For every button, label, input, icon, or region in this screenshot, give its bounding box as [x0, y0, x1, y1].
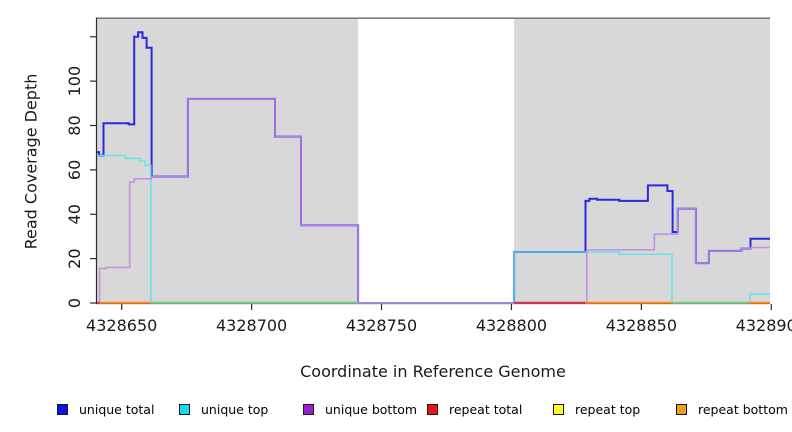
- legend-label: unique top: [201, 401, 269, 417]
- legend-label: repeat top: [575, 401, 641, 417]
- legend-item-unique-top: unique top: [179, 400, 268, 418]
- x-axis-title: Coordinate in Reference Genome: [300, 362, 566, 381]
- y-axis-title: Read Coverage Depth: [21, 73, 41, 250]
- legend-swatch-icon: [179, 403, 190, 415]
- y-tick-label: 40: [65, 204, 84, 224]
- x-tick-label: 4328750: [346, 316, 417, 335]
- legend-swatch-icon: [57, 403, 68, 415]
- legend-label: unique bottom: [325, 401, 418, 417]
- legend-item-repeat-bottom: repeat bottom: [676, 400, 788, 418]
- legend-item-repeat-top: repeat top: [553, 400, 640, 418]
- x-tick-label: 4328850: [606, 316, 677, 335]
- legend-swatch-icon: [427, 403, 438, 415]
- series-unique-bottom: [97, 98, 770, 304]
- x-tick-label: 4328700: [216, 316, 287, 335]
- gap-region: [358, 19, 515, 303]
- x-tick-label: 4328800: [476, 316, 547, 335]
- legend-item-unique-total: unique total: [57, 400, 154, 418]
- y-tick-label: 80: [65, 115, 84, 135]
- legend: unique total unique top unique bottom repea…: [0, 400, 792, 424]
- y-tick-label: 100: [65, 66, 84, 97]
- legend-swatch-icon: [303, 403, 314, 415]
- y-tick-label: 0: [65, 298, 84, 308]
- x-tick-label: 4328650: [86, 316, 157, 335]
- y-tick-label: 60: [65, 160, 84, 180]
- legend-item-repeat-total: repeat total: [427, 400, 522, 418]
- legend-swatch-icon: [553, 403, 564, 415]
- legend-item-unique-bottom: unique bottom: [303, 400, 417, 418]
- legend-label: unique total: [79, 401, 155, 417]
- legend-label: repeat total: [449, 401, 523, 417]
- legend-label: repeat bottom: [698, 401, 788, 417]
- y-tick-label: 20: [65, 248, 84, 268]
- legend-swatch-icon: [676, 403, 687, 415]
